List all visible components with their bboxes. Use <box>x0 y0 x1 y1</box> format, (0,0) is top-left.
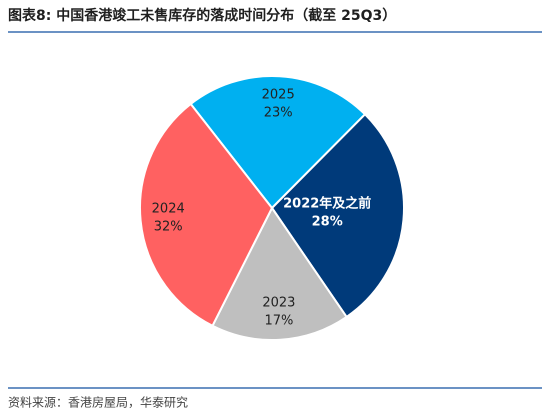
slice-category-label: 2025 <box>262 87 295 102</box>
slice-category-label: 2023 <box>262 296 295 311</box>
pie-slice <box>189 75 367 210</box>
pie-slice <box>270 112 405 319</box>
pie-slice <box>139 102 274 328</box>
slice-value-label: 32% <box>154 220 183 235</box>
slice-value-label: 17% <box>264 314 293 329</box>
slice-category-label: 2024 <box>152 202 185 217</box>
source-note: 资料来源：香港房屋局，华泰研究 <box>8 395 188 410</box>
slice-value-label: 28% <box>312 215 343 230</box>
pie-slice <box>211 206 348 341</box>
slice-category-label: 2022年及之前 <box>283 196 371 212</box>
chart-title: 图表8: 中国香港竣工未售库存的落成时间分布（截至 25Q3） <box>8 7 396 24</box>
slice-value-label: 23% <box>264 105 293 120</box>
pie: 2025 23% 2022年及之前 28% 2023 17% 2024 32% <box>139 75 405 341</box>
